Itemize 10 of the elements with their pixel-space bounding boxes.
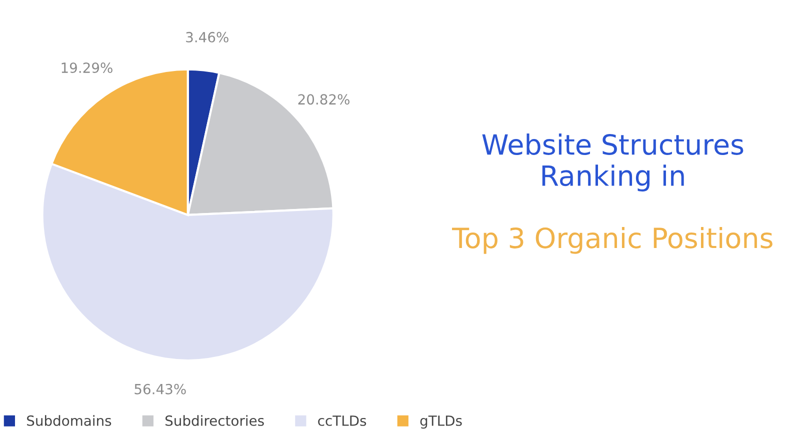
data-label: 56.43% <box>134 384 186 394</box>
legend-label: gTLDs <box>420 416 462 429</box>
data-label: 20.82% <box>298 94 350 105</box>
legend-label: Subdomains <box>27 415 112 426</box>
data-label: 3.46% <box>186 32 228 42</box>
legend-label: Subdirectories <box>166 415 264 426</box>
text: Website Structures Ranking in <box>482 134 744 192</box>
legend-label: ccTLDs <box>318 416 366 426</box>
text: Top 3 Organic Positions <box>452 226 772 254</box>
data-label: 19.29% <box>62 62 112 74</box>
